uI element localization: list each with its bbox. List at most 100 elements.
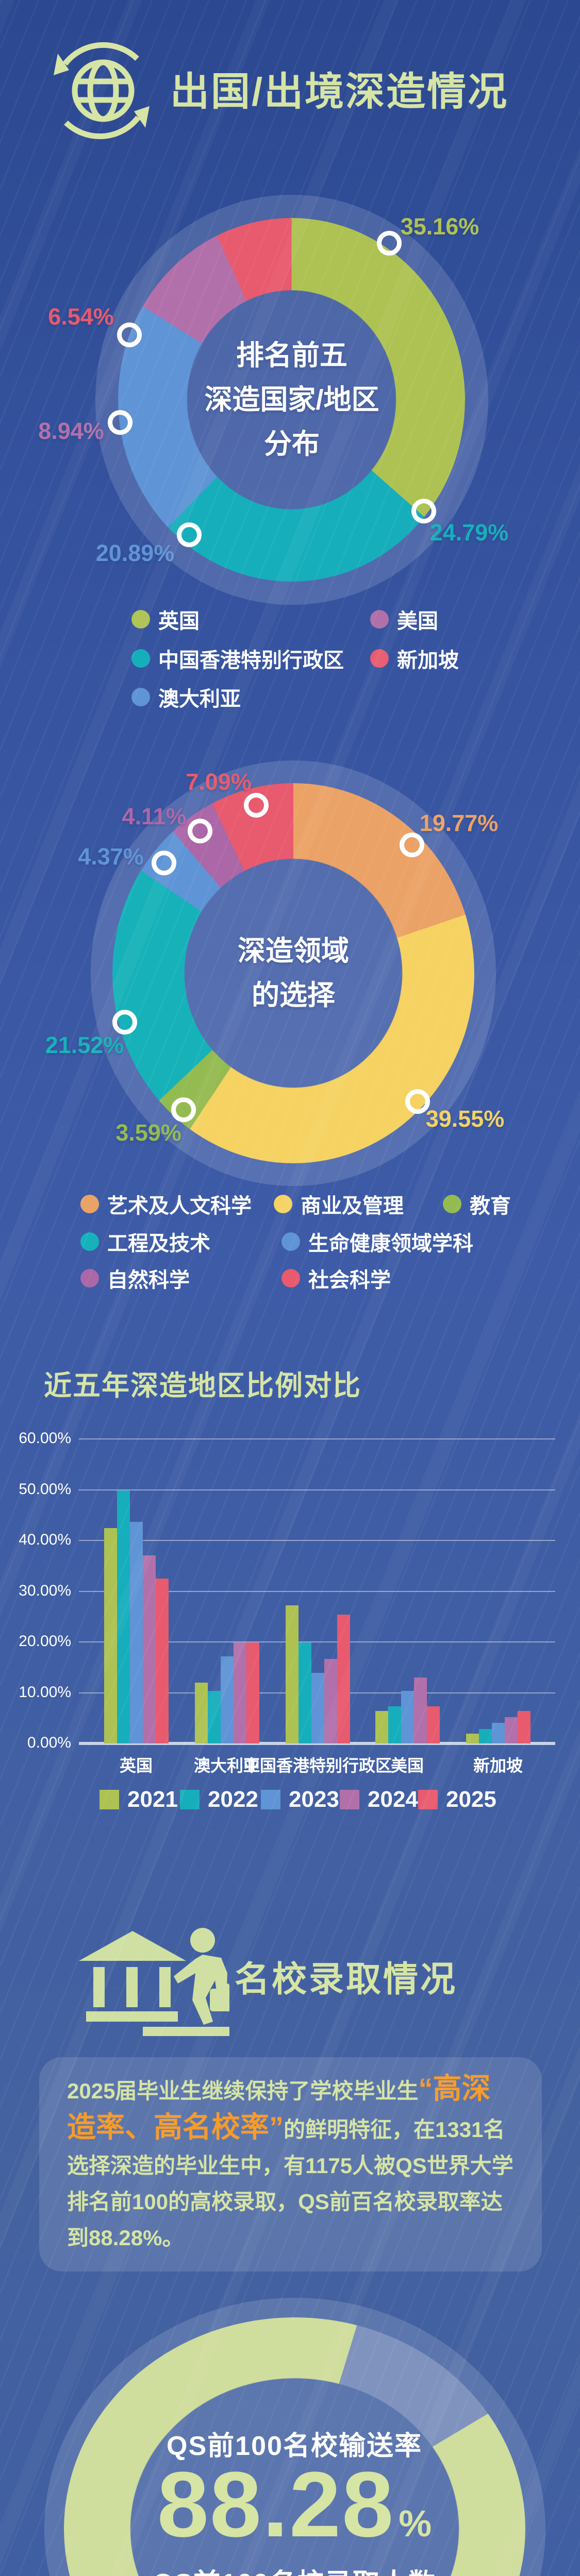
donut-callout-marker xyxy=(405,1089,430,1114)
donut-percent-label: 7.09% xyxy=(186,769,252,795)
highlight-text-part1: 2025届毕业生继续保持了学校毕业生 xyxy=(67,2079,419,2103)
bar-2023-新加坡 xyxy=(491,1722,505,1743)
bar-2021-新加坡 xyxy=(466,1734,479,1743)
legend-item: 2023 xyxy=(261,1787,339,1812)
gauge-count-label: QS前100名校录取人数 xyxy=(114,2562,475,2576)
legend-label: 艺术及人文科学 xyxy=(107,1195,252,1217)
legend-item: 美国 xyxy=(370,604,438,634)
legend-color-dot xyxy=(443,1195,461,1213)
legend-label: 生命健康领域学科 xyxy=(308,1232,473,1255)
legend-item: 艺术及人文科学 xyxy=(80,1189,252,1219)
section-title-admissions: 名校录取情况 xyxy=(235,1960,458,1999)
gauge-rate-unit: % xyxy=(399,2503,432,2545)
donut-callout-marker xyxy=(377,231,402,256)
bar-2021-英国 xyxy=(104,1528,117,1743)
bar-2024-澳大利亚 xyxy=(233,1642,246,1743)
legend-label: 工程及技术 xyxy=(107,1232,210,1255)
legend-label: 社会科学 xyxy=(308,1269,391,1292)
highlight-text-part2: 的鲜明特征，在1331名选择深造的毕业生中，有1175人被QS世界大学排名前10… xyxy=(67,2117,513,2250)
globe-sync-icon xyxy=(42,34,161,148)
donut-destinations-center-label: 排名前五 深造国家/地区 分布 xyxy=(189,333,395,466)
legend-item: 澳大利亚 xyxy=(131,682,241,712)
bar-2025-美国 xyxy=(426,1706,440,1743)
donut-callout-marker xyxy=(152,851,176,875)
legend-color-dot xyxy=(281,1232,300,1251)
donut-percent-label: 20.89% xyxy=(95,540,175,566)
legend-color-dot xyxy=(370,610,389,629)
gauge-rate-value: 88.28 xyxy=(157,2453,395,2556)
chart-gridline xyxy=(79,1489,555,1490)
y-axis-tick-label: 30.00% xyxy=(19,1582,71,1599)
legend-item: 英国 xyxy=(131,604,200,634)
legend-label: 2021 xyxy=(127,1787,178,1812)
bar-2021-澳大利亚 xyxy=(194,1682,208,1743)
legend-color-dot xyxy=(131,649,150,668)
y-axis-tick-label: 60.00% xyxy=(19,1430,71,1447)
bar-2022-英国 xyxy=(117,1490,130,1743)
bar-2024-英国 xyxy=(142,1555,156,1743)
legend-item: 生命健康领域学科 xyxy=(281,1227,473,1257)
legend-item: 2025 xyxy=(418,1787,496,1812)
donut-callout-marker xyxy=(400,833,424,857)
legend-item: 2021 xyxy=(100,1787,178,1812)
legend-color-dot xyxy=(131,610,150,629)
legend-color-dot xyxy=(80,1232,99,1251)
donut-center-line: 深造领域 xyxy=(238,936,349,967)
legend-item: 工程及技术 xyxy=(80,1227,210,1257)
donut-percent-label: 8.94% xyxy=(38,418,104,444)
donut-percent-label: 6.54% xyxy=(48,303,114,330)
legend-color-dot xyxy=(80,1269,99,1287)
legend-color-dot xyxy=(131,688,150,706)
bar-2023-英国 xyxy=(129,1521,143,1743)
bar-2021-中国香港特别行政区 xyxy=(285,1605,299,1743)
bar-2025-澳大利亚 xyxy=(246,1642,259,1743)
donut-center-line: 排名前五 xyxy=(236,340,347,371)
bar-2023-中国香港特别行政区 xyxy=(311,1673,324,1743)
donut-percent-label: 19.77% xyxy=(419,810,499,836)
donut-percent-label: 21.52% xyxy=(45,1032,124,1058)
legend-color-square xyxy=(340,1790,359,1809)
legend-color-square xyxy=(180,1790,200,1809)
bar-2025-中国香港特别行政区 xyxy=(337,1614,350,1743)
donut-callout-marker xyxy=(411,499,436,523)
y-axis-tick-label: 50.00% xyxy=(19,1480,71,1498)
donut-callout-marker xyxy=(171,1097,196,1122)
bar-2024-新加坡 xyxy=(504,1717,518,1743)
donut-callout-marker xyxy=(177,522,202,547)
donut-callout-marker xyxy=(112,1010,137,1035)
chart-gridline xyxy=(79,1590,555,1592)
bar-2024-中国香港特别行政区 xyxy=(324,1659,337,1743)
legend-label: 2022 xyxy=(208,1787,258,1812)
bar-2021-美国 xyxy=(375,1710,388,1743)
chart-gridline xyxy=(79,1438,555,1439)
y-axis-tick-label: 10.00% xyxy=(19,1683,71,1701)
chart-gridline xyxy=(79,1540,555,1541)
legend-color-square xyxy=(418,1790,438,1809)
donut-chart-destinations xyxy=(118,218,465,582)
chart-gridline xyxy=(79,1641,555,1642)
donut-percent-label: 4.11% xyxy=(122,803,187,829)
donut-fields-center-label: 深造领域 的选择 xyxy=(190,929,396,1018)
legend-label: 商业及管理 xyxy=(301,1195,404,1217)
y-axis-tick-label: 0.00% xyxy=(27,1734,71,1751)
donut-percent-label: 39.55% xyxy=(425,1106,505,1132)
legend-item: 教育 xyxy=(443,1189,511,1219)
legend-item: 自然科学 xyxy=(80,1263,190,1293)
bar-2023-美国 xyxy=(401,1690,414,1743)
university-walker-icon xyxy=(75,1921,240,2038)
legend-color-dot xyxy=(80,1195,99,1213)
donut-callout-marker xyxy=(108,410,132,435)
page-title: 出国/出境深造情况 xyxy=(170,70,509,114)
legend-label: 美国 xyxy=(397,610,438,633)
donut-percent-label: 24.79% xyxy=(429,519,509,546)
bar-2022-新加坡 xyxy=(478,1729,492,1743)
bar-2022-中国香港特别行政区 xyxy=(298,1642,311,1743)
bar-2025-新加坡 xyxy=(517,1710,531,1743)
legend-label: 英国 xyxy=(158,610,200,633)
x-axis-category-label: 新加坡 xyxy=(473,1756,523,1775)
bar-2023-澳大利亚 xyxy=(220,1656,234,1743)
legend-color-square xyxy=(261,1790,280,1809)
bar-2025-英国 xyxy=(155,1578,169,1743)
